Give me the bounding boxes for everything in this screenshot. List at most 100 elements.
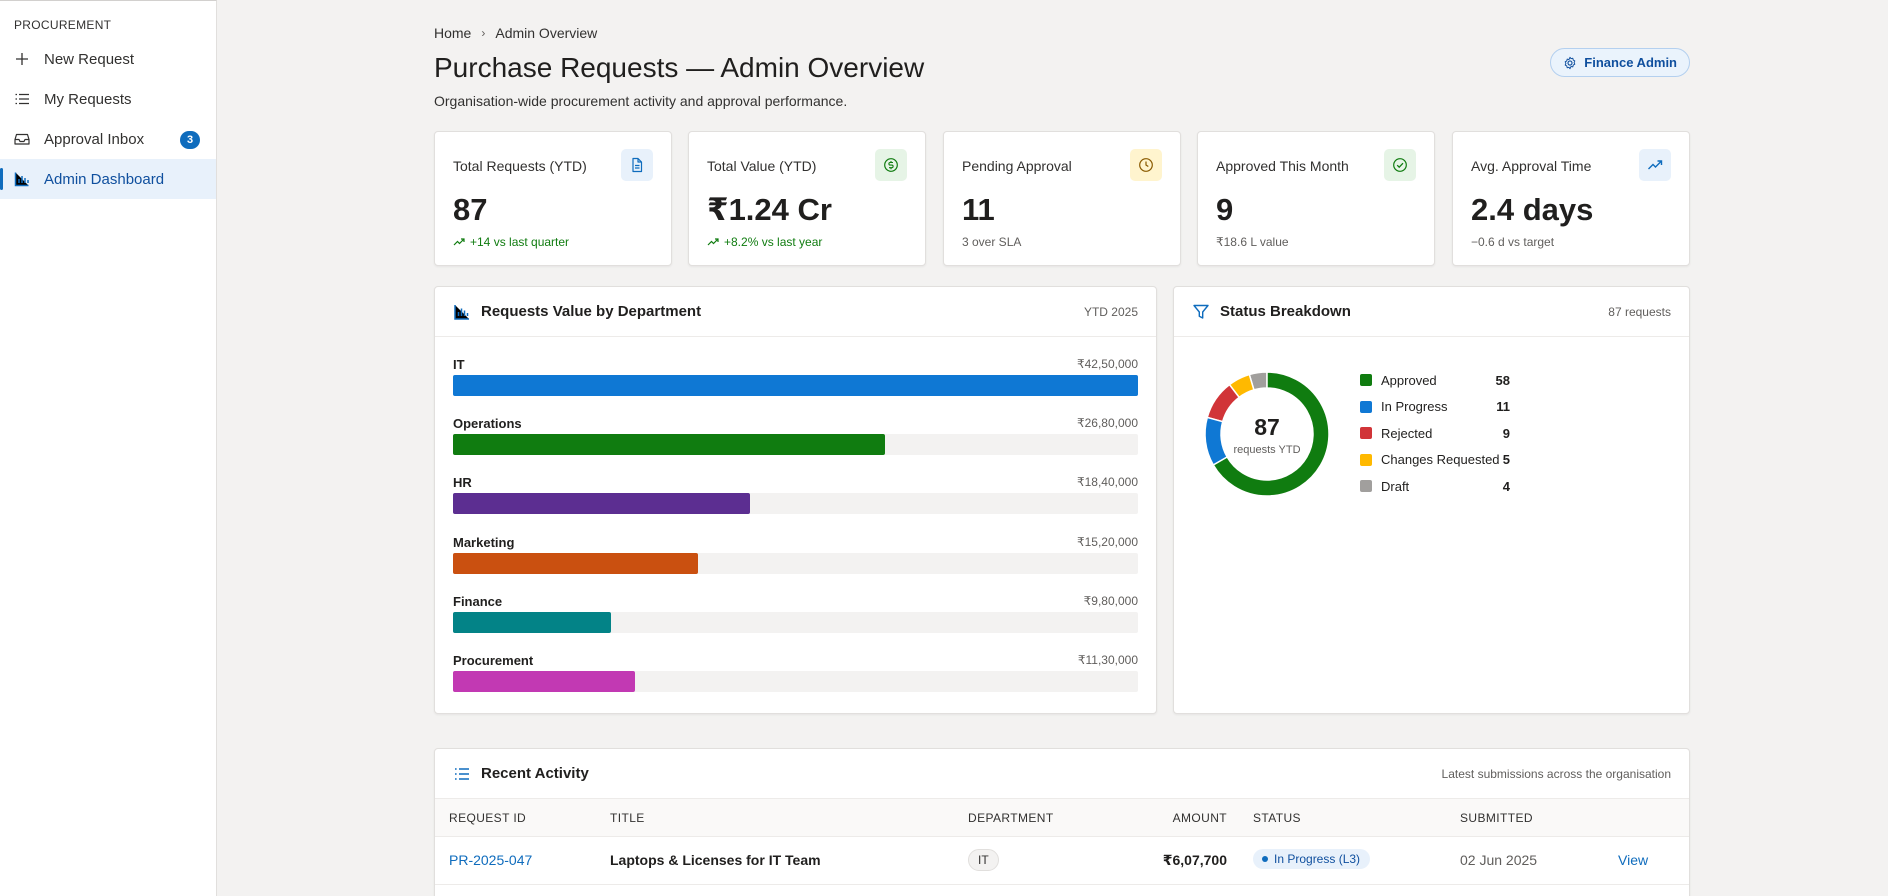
donut-slice [1204, 416, 1229, 467]
sidebar-item-label: Admin Dashboard [44, 170, 165, 188]
dept-bar-row: Procurement ₹11,30,000 [453, 653, 1138, 703]
request-title: Laptops & Licenses for IT Team [610, 852, 821, 868]
filter-icon [1192, 303, 1210, 321]
page-subtitle: Organisation-wide procurement activity a… [434, 93, 848, 109]
card-meta: YTD 2025 [1083, 304, 1138, 319]
status-badge: In Progress (L3) [1253, 849, 1371, 869]
column-header[interactable]: AMOUNT [1172, 811, 1227, 825]
recent-activity-card: Recent Activity Latest submissions acros… [434, 748, 1690, 896]
dept-bar-row: Operations ₹26,80,000 [453, 416, 1138, 466]
bar-chart-icon [453, 303, 471, 321]
bar-track [453, 671, 1138, 692]
document-icon [621, 149, 653, 181]
dept-amount: ₹42,50,000 [1076, 357, 1138, 371]
sidebar-item-my-requests[interactable]: My Requests [0, 79, 216, 119]
donut-slice [1206, 383, 1241, 423]
bar-track [453, 375, 1138, 396]
donut-center-label: requests YTD [1233, 444, 1300, 456]
table-header: REQUEST ID TITLE DEPARTMENT AMOUNT STATU… [435, 799, 1689, 837]
legend-item: Approved 58 [1360, 367, 1510, 394]
legend-item: Draft 4 [1360, 473, 1510, 500]
dept-bar-row: Finance ₹9,80,000 [453, 594, 1138, 644]
card-header: Recent Activity Latest submissions acros… [435, 749, 1689, 799]
request-id-link[interactable]: PR-2025-047 [449, 852, 533, 868]
legend-swatch [1360, 400, 1372, 413]
bar-fill [453, 375, 1138, 396]
kpi-avg-approval-time: Avg. Approval Time 2.4 days −0.6 d vs ta… [1452, 131, 1690, 266]
column-header[interactable]: REQUEST ID [449, 811, 527, 825]
table-row[interactable]: PR-2025-047 Laptops & Licenses for IT Te… [435, 837, 1689, 885]
legend-count: 58 [1495, 372, 1510, 388]
kpi-label: Approved This Month [1216, 158, 1349, 174]
legend-item: Rejected 9 [1360, 420, 1510, 447]
chevron-right-icon: › [481, 26, 486, 40]
breadcrumb: Home › Admin Overview [434, 25, 597, 41]
trend-up-icon [453, 238, 465, 246]
column-header[interactable]: STATUS [1253, 811, 1301, 825]
dept-name: Operations [453, 416, 522, 432]
sidebar-section-title: PROCUREMENT [14, 18, 112, 32]
trend-up-icon [707, 238, 719, 246]
kpi-value: 2.4 days [1471, 192, 1594, 227]
dept-amount: ₹9,80,000 [1083, 593, 1138, 608]
currency-icon [875, 149, 907, 181]
dept-bar-row: HR ₹18,40,000 [453, 475, 1138, 525]
check-circle-icon [1384, 149, 1416, 181]
bar-chart-icon [14, 171, 30, 187]
legend-count: 9 [1502, 425, 1510, 441]
dept-bar-row: IT ₹42,50,000 [453, 357, 1138, 407]
legend-label: In Progress [1381, 399, 1448, 415]
legend-swatch [1360, 427, 1372, 440]
status-text: In Progress (L3) [1274, 852, 1361, 866]
clock-icon [1130, 149, 1162, 181]
status-donut-chart: 87 requests YTD [1204, 371, 1330, 497]
legend-label: Rejected [1381, 425, 1433, 441]
status-breakdown-card: Status Breakdown 87 requests 87 requests… [1173, 286, 1690, 714]
list-icon [453, 765, 471, 783]
sidebar: PROCUREMENT New Request My Requests Appr… [0, 0, 217, 896]
kpi-pending-approval: Pending Approval 11 3 over SLA [943, 131, 1181, 266]
sidebar-item-new-request[interactable]: New Request [0, 39, 216, 79]
dept-amount: ₹18,40,000 [1076, 475, 1138, 490]
legend-item: Changes Requested 5 [1360, 447, 1510, 474]
kpi-value: 11 [962, 192, 995, 227]
legend-count: 4 [1502, 478, 1510, 494]
kpi-delta-text: −0.6 d vs target [1471, 235, 1555, 249]
submitted-date: 02 Jun 2025 [1460, 852, 1538, 868]
dept-name: HR [453, 475, 472, 491]
bar-fill [453, 493, 750, 515]
sidebar-item-admin-dashboard[interactable]: Admin Dashboard [0, 159, 216, 199]
bar-track [453, 552, 1138, 574]
column-header[interactable]: TITLE [610, 811, 645, 825]
inbox-count-badge: 3 [180, 131, 200, 149]
kpi-label: Total Requests (YTD) [453, 158, 587, 174]
card-title: Recent Activity [481, 765, 589, 782]
kpi-value: 9 [1216, 192, 1234, 227]
sidebar-item-approval-inbox[interactable]: Approval Inbox 3 [0, 119, 216, 159]
card-header: Status Breakdown 87 requests [1174, 287, 1689, 337]
finance-admin-button[interactable]: Finance Admin [1550, 48, 1690, 77]
column-header[interactable]: SUBMITTED [1460, 811, 1533, 825]
bar-track [453, 434, 1138, 456]
legend-swatch [1360, 374, 1372, 387]
column-header[interactable]: DEPARTMENT [968, 811, 1054, 825]
kpi-label: Avg. Approval Time [1471, 158, 1592, 174]
kpi-approved-this-month: Approved This Month 9 ₹18.6 L value [1197, 131, 1435, 266]
sidebar-item-label: My Requests [44, 90, 132, 108]
legend-label: Approved [1381, 372, 1437, 388]
dept-bar-row: Marketing ₹15,20,000 [453, 535, 1138, 585]
kpi-row: Total Requests (YTD) 87 +14 vs last quar… [434, 131, 1690, 266]
kpi-delta-text: +14 vs last quarter [470, 235, 570, 249]
kpi-delta-text: +8.2% vs last year [724, 235, 823, 249]
donut-center-value: 87 [1254, 414, 1280, 440]
sidebar-item-label: Approval Inbox [44, 130, 145, 148]
dept-name: Marketing [453, 534, 515, 550]
breadcrumb-home[interactable]: Home [434, 25, 472, 41]
legend-item: In Progress 11 [1360, 394, 1510, 421]
kpi-label: Total Value (YTD) [707, 158, 817, 174]
gear-icon [1563, 56, 1577, 70]
bar-fill [453, 552, 698, 574]
view-link[interactable]: View [1618, 852, 1649, 868]
bar-fill [453, 434, 885, 456]
dept-amount: ₹15,20,000 [1076, 534, 1138, 549]
